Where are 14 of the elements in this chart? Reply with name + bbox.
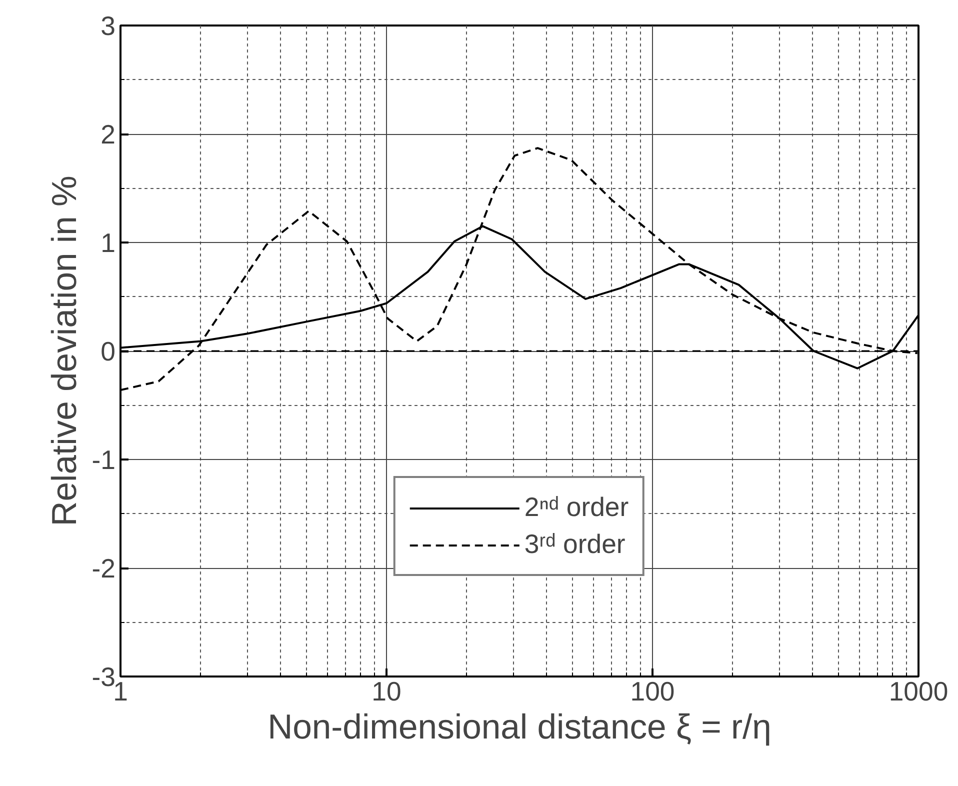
y-tick-label: 0 [100, 336, 116, 366]
y-tick-label: -2 [92, 554, 116, 584]
x-tick-label: 1000 [888, 676, 948, 706]
y-tick-label: 2 [100, 120, 116, 150]
y-tick-label: -1 [92, 445, 116, 475]
x-tick-label: 100 [630, 676, 675, 706]
y-tick-label: -3 [92, 662, 116, 692]
y-tick-label: 1 [100, 228, 116, 258]
legend-label: 2ⁿᵈ order [524, 492, 629, 523]
x-axis-title: Non-dimensional distance ξ = r/η [268, 708, 772, 746]
x-tick-label: 10 [372, 676, 402, 706]
y-tick-label: 3 [100, 11, 116, 41]
legend-label: 3ʳᵈ order [524, 529, 626, 560]
y-axis-title: Relative deviation in % [46, 176, 84, 526]
